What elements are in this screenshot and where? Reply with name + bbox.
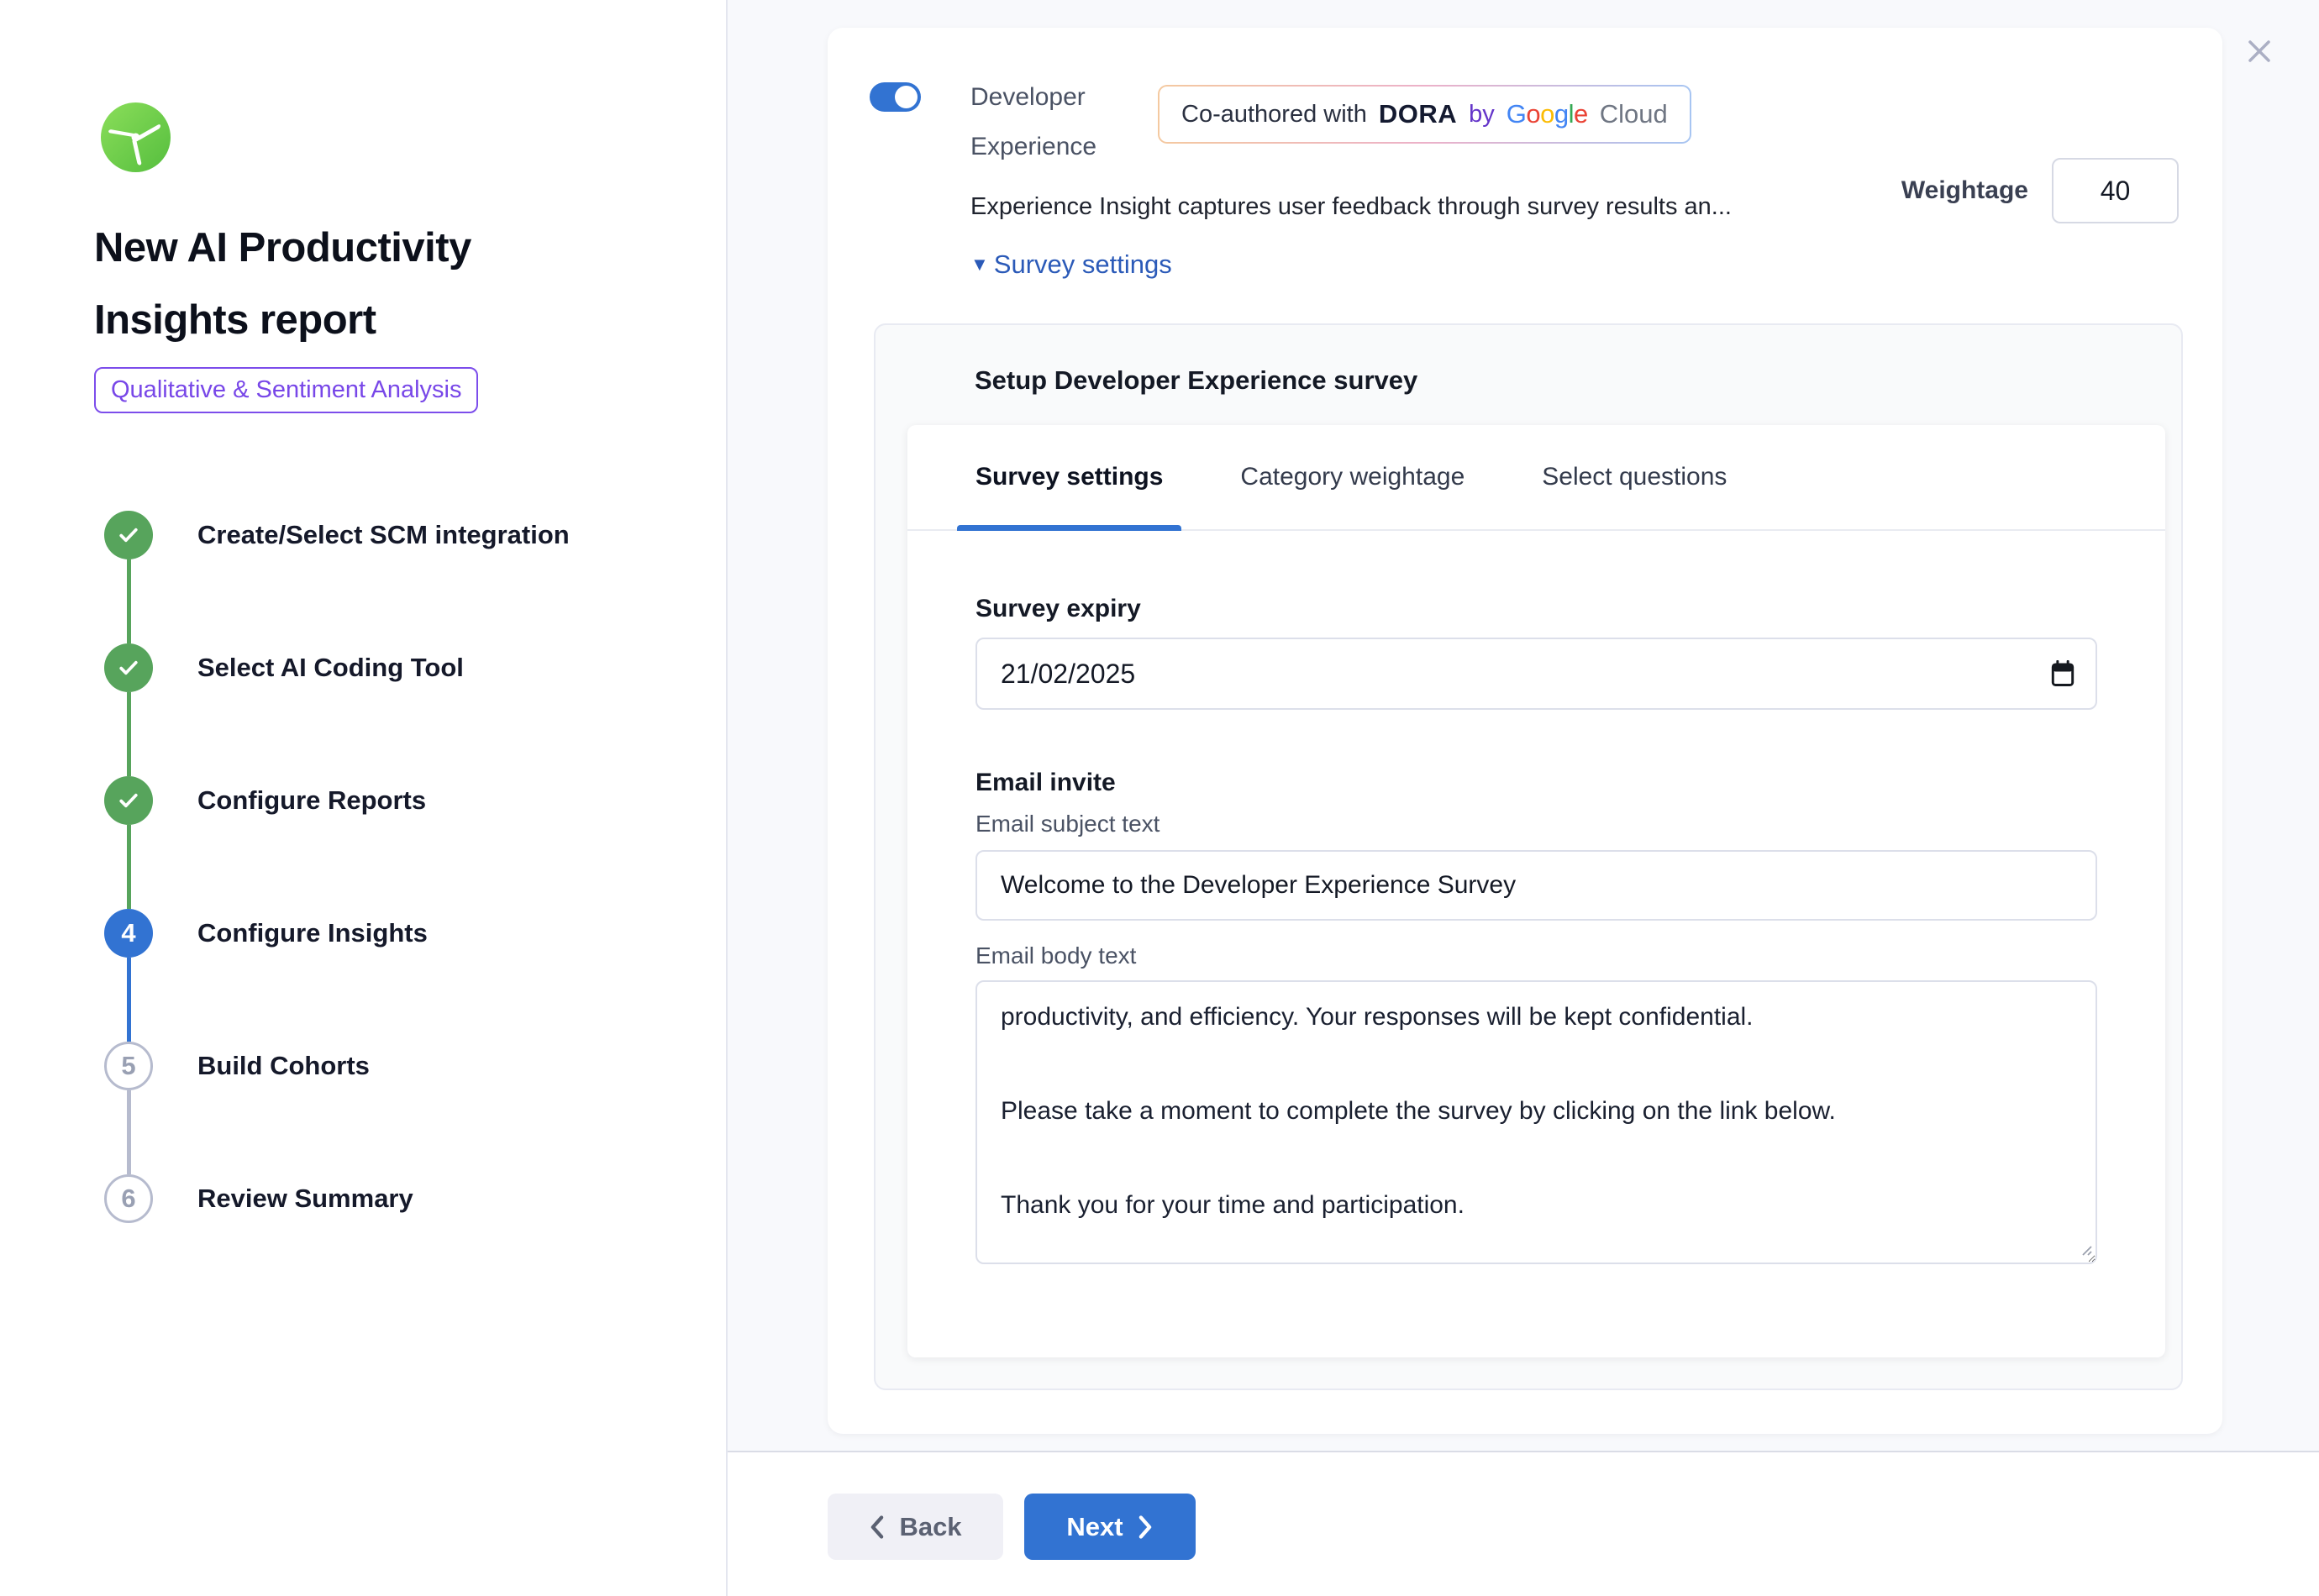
setup-survey-card: Setup Developer Experience survey Survey…: [874, 323, 2183, 1390]
step-item-review-summary[interactable]: 6 Review Summary: [104, 1132, 570, 1265]
chevron-right-icon: [1138, 1515, 1151, 1539]
app-logo-icon: [101, 102, 171, 172]
insight-panel: Developer Experience Co-authored with DO…: [828, 28, 2222, 1434]
step-indicator: 6: [104, 1174, 153, 1223]
step-label: Build Cohorts: [197, 1051, 370, 1080]
check-icon: [119, 793, 138, 808]
step-label: Select AI Coding Tool: [197, 653, 464, 682]
coauthored-badge: Co-authored with DORA by Google Cloud: [1158, 85, 1691, 144]
survey-settings-link-label: Survey settings: [993, 249, 1172, 279]
wizard-stepper: 1 Create/Select SCM integration 2 Select…: [104, 469, 570, 1265]
step-label: Create/Select SCM integration: [197, 520, 570, 549]
step-item-scm-integration[interactable]: 1 Create/Select SCM integration: [104, 469, 570, 643]
step-number: 5: [121, 1051, 136, 1080]
dora-logo: DORA: [1378, 99, 1458, 129]
sidebar: New AI Productivity Insights report Qual…: [0, 0, 728, 1596]
step-item-ai-coding-tool[interactable]: 2 Select AI Coding Tool: [104, 601, 570, 776]
step-number: 4: [121, 918, 136, 948]
survey-form-card: Survey settings Category weightage Selec…: [907, 425, 2165, 1357]
email-subject-label: Email subject text: [975, 811, 1160, 837]
tab-select-questions[interactable]: Select questions: [1523, 425, 1745, 529]
coauthored-prefix: Co-authored with: [1181, 100, 1367, 128]
tab-label: Select questions: [1542, 463, 1727, 491]
tab-label: Category weightage: [1240, 463, 1465, 491]
coauthored-badge-inner: Co-authored with DORA by Google Cloud: [1160, 87, 1690, 142]
email-body-textarea[interactable]: productivity, and efficiency. Your respo…: [975, 980, 2097, 1264]
email-subject-input[interactable]: [975, 850, 2097, 921]
weightage-group: Weightage: [1901, 158, 2179, 223]
email-body-label: Email body text: [975, 942, 1137, 969]
weightage-label: Weightage: [1901, 176, 2028, 204]
email-invite-label: Email invite: [975, 769, 1116, 796]
back-button-label: Back: [899, 1511, 962, 1541]
tab-survey-settings[interactable]: Survey settings: [957, 425, 1182, 531]
next-button-label: Next: [1066, 1511, 1123, 1541]
insight-title: Developer Experience: [970, 83, 1097, 160]
chevron-left-icon: [871, 1515, 884, 1539]
step-indicator: 5: [104, 1042, 153, 1090]
survey-tabs: Survey settings Category weightage Selec…: [907, 425, 2165, 531]
check-icon: [119, 528, 138, 543]
survey-expiry-input[interactable]: [975, 638, 2097, 710]
check-icon: [119, 660, 138, 675]
wizard-footer: Back Next: [728, 1451, 2319, 1596]
developer-experience-toggle[interactable]: [870, 82, 921, 112]
step-indicator: 2: [104, 643, 153, 692]
google-cloud-word: Cloud: [1599, 99, 1668, 129]
step-item-build-cohorts[interactable]: 5 Build Cohorts: [104, 1000, 570, 1174]
triangle-down-icon: ▼: [970, 254, 989, 275]
step-item-configure-insights[interactable]: 4 Configure Insights: [104, 867, 570, 1042]
weightage-input[interactable]: [2052, 158, 2179, 223]
next-button[interactable]: Next: [1024, 1494, 1196, 1560]
tab-category-weightage[interactable]: Category weightage: [1222, 425, 1483, 529]
close-icon[interactable]: [2244, 36, 2274, 66]
survey-expiry-label: Survey expiry: [975, 595, 1141, 622]
step-item-configure-reports[interactable]: 3 Configure Reports: [104, 734, 570, 909]
page-title: New AI Productivity Insights report: [94, 225, 471, 343]
google-wordmark: Google: [1506, 99, 1589, 129]
setup-survey-title: Setup Developer Experience survey: [975, 365, 1418, 395]
step-label: Review Summary: [197, 1184, 413, 1213]
tab-label: Survey settings: [975, 463, 1164, 491]
survey-settings-disclosure[interactable]: ▼ Survey settings: [970, 249, 1172, 280]
toggle-knob: [895, 86, 918, 108]
calendar-icon[interactable]: [2050, 659, 2075, 691]
step-indicator: 4: [104, 909, 153, 958]
step-number: 6: [121, 1184, 136, 1213]
insight-description: Experience Insight captures user feedbac…: [970, 193, 1732, 220]
step-indicator: 3: [104, 776, 153, 825]
step-indicator: 1: [104, 511, 153, 559]
back-button[interactable]: Back: [828, 1494, 1003, 1560]
survey-settings-form: Survey expiry Email invit: [907, 595, 2165, 1268]
step-label: Configure Reports: [197, 785, 427, 815]
report-type-badge: Qualitative & Sentiment Analysis: [94, 367, 479, 413]
step-label: Configure Insights: [197, 918, 428, 948]
main-content: Developer Experience Co-authored with DO…: [728, 0, 2319, 1596]
coauthored-by: by: [1469, 100, 1495, 128]
